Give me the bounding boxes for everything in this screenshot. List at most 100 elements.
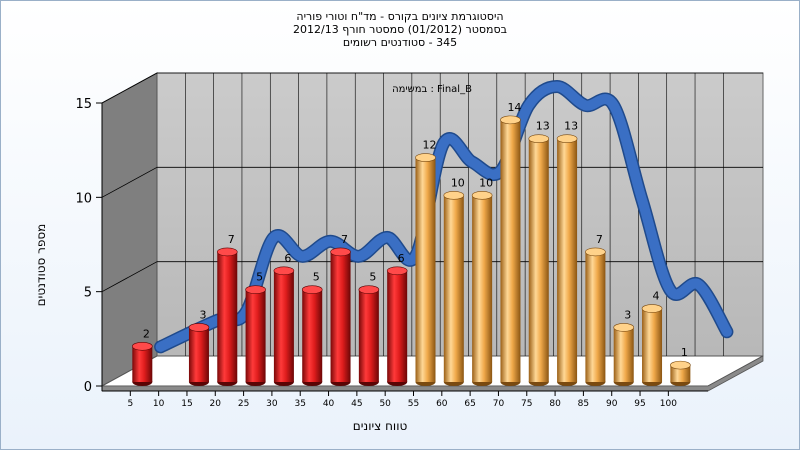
bar: [415, 153, 436, 386]
data-label: 5: [369, 271, 376, 284]
bar: [670, 360, 691, 386]
data-label: 12: [422, 139, 436, 152]
x-tick-label: 80: [549, 399, 561, 409]
legend-text: במשימה : Final_B: [392, 84, 472, 95]
data-label: 5: [313, 271, 320, 284]
bar-body: [217, 251, 238, 382]
x-tick-label: 70: [493, 399, 505, 409]
bar-body: [585, 251, 606, 382]
x-tick-label: 90: [606, 399, 618, 409]
bar: [443, 191, 465, 386]
bar-body: [302, 289, 323, 382]
bar: [358, 285, 380, 386]
bar: [613, 323, 635, 386]
bar-body: [443, 195, 464, 382]
bar: [216, 247, 238, 386]
x-tick-label: 45: [351, 399, 362, 409]
x-tick-label: 60: [436, 399, 448, 409]
y-tick-label: 15: [75, 97, 92, 112]
x-tick-label: 75: [521, 399, 532, 409]
chart-title: היסטוגרמת ציונים בקורס - מד"ח וטורי פורי…: [0, 10, 800, 49]
grid-lines: [101, 72, 763, 356]
y-axis-label: מספר סטודנטים: [34, 223, 48, 307]
bar-body: [528, 138, 549, 382]
bar-body: [642, 308, 663, 382]
x-tick-label: 35: [294, 399, 305, 409]
curve-line: [155, 81, 732, 352]
x-axis-ticks: 5 10 15 20 25 30 35 40 45 50 55 60 65 70 75 80 85 90 95 100: [102, 390, 708, 409]
x-tick-label: 55: [408, 399, 419, 409]
title-line-3: 345 - סטודנטים רשומים: [342, 36, 458, 49]
data-label: 3: [624, 308, 631, 321]
bar: [132, 341, 153, 386]
distribution-curve: [154, 80, 734, 354]
title-line-2: בסמסטר (01/2012) סמסטר חורף 2012/13: [293, 23, 507, 36]
data-labels: 2 3 7 5 6 5 7 5 6 12 10 10 14 13 13 7 3 4 1: [143, 101, 688, 359]
bar-body: [245, 289, 266, 382]
grid-line-side: [101, 72, 158, 104]
grid-line-side: [101, 261, 158, 293]
bar: [500, 115, 521, 386]
grid-line-side: [101, 166, 158, 198]
x-tick-label: 65: [464, 399, 475, 409]
bar-top: [585, 247, 606, 257]
data-label: 10: [479, 176, 493, 189]
x-tick-label: 95: [634, 399, 645, 409]
bar-top: [132, 341, 153, 351]
bar-top: [386, 266, 408, 276]
bar-top: [415, 153, 436, 162]
y-tick-label: 0: [84, 380, 92, 395]
x-tick-label: 30: [266, 399, 278, 409]
bar-top: [500, 115, 521, 125]
bar-body: [387, 270, 408, 382]
data-label: 10: [451, 176, 465, 189]
y-tick-label: 5: [84, 286, 92, 301]
bar-top: [188, 323, 210, 332]
bar: [528, 134, 550, 386]
bar: [188, 323, 210, 386]
bar-top: [471, 191, 493, 200]
bar-top: [358, 285, 380, 294]
x-axis-label: טווח ציונים: [352, 419, 408, 433]
bar-top: [613, 323, 635, 332]
data-label: 4: [653, 290, 660, 303]
data-label: 13: [564, 120, 578, 133]
bar-body: [415, 157, 436, 382]
bar: [330, 247, 351, 386]
bar-top: [641, 304, 663, 313]
bar: [641, 304, 663, 386]
bar-body: [358, 289, 379, 382]
data-label: 6: [284, 252, 291, 265]
data-label: 14: [507, 101, 521, 114]
bar-body: [330, 251, 351, 382]
y-tick-label: 10: [75, 191, 92, 206]
bar-top: [216, 247, 238, 257]
x-tick-label: 5: [127, 399, 133, 409]
bar-top: [301, 285, 323, 294]
y-axis-ticks: 0 5 10 15: [75, 97, 103, 395]
x-tick-label: 85: [578, 399, 589, 409]
bar: [245, 285, 266, 386]
bar-body: [132, 346, 153, 382]
bar: [471, 191, 493, 386]
bar-body: [670, 365, 691, 382]
bar: [386, 266, 408, 386]
title-line-1: היסטוגרמת ציונים בקורס - מד"ח וטורי פורי…: [296, 10, 504, 23]
bar-body: [613, 327, 634, 382]
bar: [273, 266, 295, 386]
bar-body: [557, 138, 578, 382]
x-tick-label: 20: [210, 399, 222, 409]
bar-top: [273, 266, 295, 276]
x-tick-label: 40: [323, 399, 335, 409]
bar: [585, 247, 606, 386]
data-label: 5: [256, 271, 263, 284]
bar-top: [528, 134, 550, 144]
bar: [556, 134, 578, 386]
bar-series: [132, 115, 691, 386]
x-tick-label: 10: [153, 399, 165, 409]
data-label: 2: [143, 327, 150, 340]
bar-top: [670, 360, 691, 370]
data-label: 3: [199, 308, 206, 321]
bar-body: [472, 195, 493, 382]
